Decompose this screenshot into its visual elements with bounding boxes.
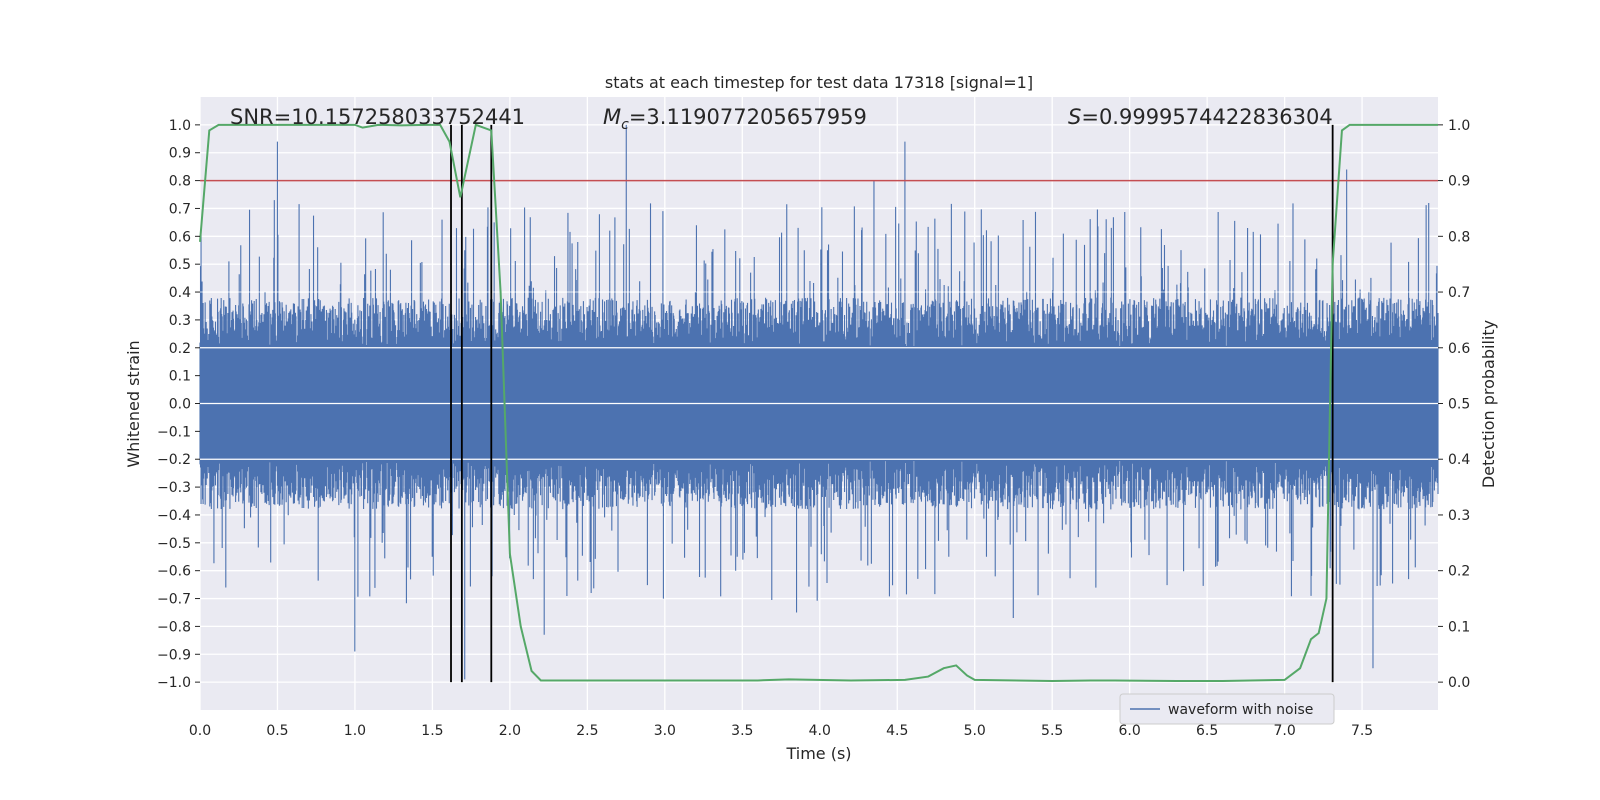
series-layer [199, 124, 1439, 680]
y-tick-label: 0.5 [169, 257, 191, 273]
y-tick-label: 0.3 [169, 313, 191, 329]
legend-label-waveform: waveform with noise [1168, 702, 1313, 718]
y2-tick-label: 0.4 [1448, 452, 1470, 468]
chirp-mass-value: =3.119077205657959 [629, 105, 867, 129]
y-tick-label: 0.8 [169, 174, 191, 190]
x-tick-label: 4.5 [886, 723, 908, 739]
chirp-mass-subscript: c [621, 117, 629, 133]
y-tick-label: 0.7 [169, 201, 191, 217]
y-tick-label: 0.0 [169, 397, 191, 413]
y-tick-label: −0.3 [157, 480, 191, 496]
x-tick-label: 3.5 [731, 723, 753, 739]
x-tick-label: 4.0 [809, 723, 831, 739]
legend: waveform with noise [1119, 693, 1335, 725]
detection-statistic-value: =0.9999574422836304 [1081, 105, 1332, 129]
y-tick-label: 0.9 [169, 146, 191, 162]
y2-tick-label: 0.1 [1448, 619, 1470, 635]
y2-tick-label: 1.0 [1448, 118, 1470, 134]
y2-tick-label: 0.2 [1448, 564, 1470, 580]
y2-tick-label: 0.8 [1448, 229, 1470, 245]
x-tick-label: 1.5 [421, 723, 443, 739]
y2-tick-label: 0.3 [1448, 508, 1470, 524]
x-tick-label: 2.0 [499, 723, 521, 739]
y-tick-label: 0.1 [169, 369, 191, 385]
y-tick-label: −0.2 [157, 452, 191, 468]
x-tick-label: 7.0 [1273, 723, 1295, 739]
y2-tick-label: 0.5 [1448, 397, 1470, 413]
y2-tick-label: 0.6 [1448, 341, 1470, 357]
detection-probability-series [199, 123, 1438, 683]
x-axis-title: Time (s) [785, 744, 851, 763]
x-tick-label: 0.0 [189, 723, 211, 739]
detection-statistic-annotation: S=0.9999574422836304 [1068, 105, 1333, 129]
y-tick-label: −1.0 [157, 675, 191, 691]
y-tick-label: 1.0 [169, 118, 191, 134]
y-tick-label: 0.2 [169, 341, 191, 357]
chart-title: stats at each timestep for test data 173… [605, 73, 1033, 92]
x-tick-label: 6.5 [1196, 723, 1218, 739]
tick-layer: 0.0 0.5 1.0 1.5 2.0 2.5 3.0 3.5 4.0 4.5 5.0 5.5 6.0 6… [157, 118, 1470, 739]
y2-axis-title: Detection probability [1479, 320, 1498, 488]
x-tick-label: 2.5 [576, 723, 598, 739]
x-tick-label: 5.5 [1041, 723, 1063, 739]
snr-annotation: SNR=10.157258033752441 [230, 105, 525, 129]
chirp-mass-symbol: M [603, 105, 621, 129]
y-tick-label: −0.4 [157, 508, 191, 524]
y-tick-label: −0.7 [157, 592, 191, 608]
y2-tick-label: 0.9 [1448, 174, 1470, 190]
legend-box [1119, 693, 1335, 725]
y-tick-label: 0.6 [169, 229, 191, 245]
y-axis-title: Whitened strain [124, 340, 143, 467]
y-tick-label: −0.8 [157, 619, 191, 635]
chirp-mass-annotation: Mc=3.119077205657959 [603, 105, 867, 133]
y-tick-label: 0.4 [169, 285, 191, 301]
detection-statistic-symbol: S [1068, 105, 1081, 129]
y-tick-label: −0.6 [157, 564, 191, 580]
x-tick-label: 1.0 [344, 723, 366, 739]
x-tick-label: 3.0 [654, 723, 676, 739]
overlay-layer [199, 123, 1438, 683]
y2-tick-label: 0.7 [1448, 285, 1470, 301]
x-tick-label: 6.0 [1119, 723, 1141, 739]
y-tick-label: −0.1 [157, 424, 191, 440]
y-tick-label: −0.5 [157, 536, 191, 552]
x-tick-label: 7.5 [1351, 723, 1373, 739]
x-tick-label: 0.5 [266, 723, 288, 739]
y2-tick-label: 0.0 [1448, 675, 1470, 691]
x-tick-label: 5.0 [964, 723, 986, 739]
y-tick-label: −0.9 [157, 647, 191, 663]
